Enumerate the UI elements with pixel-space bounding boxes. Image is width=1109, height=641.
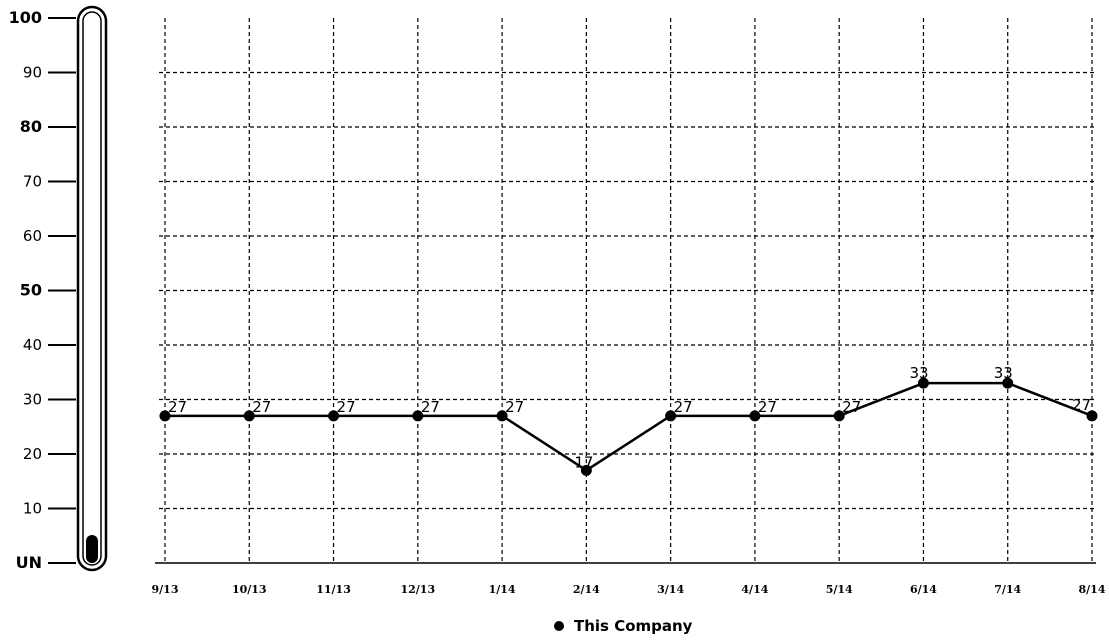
y-tick-label: 20 — [23, 445, 42, 463]
x-tick-label: 6/14 — [910, 583, 937, 596]
data-label: 17 — [574, 453, 593, 471]
series-layer: 27 27 27 27 27 17 27 27 27 33 33 27 — [160, 364, 1098, 476]
series-line — [165, 383, 1092, 470]
x-tick-label: 8/14 — [1079, 583, 1106, 596]
data-label: 27 — [421, 398, 440, 416]
x-tick-label: 5/14 — [826, 583, 853, 596]
legend-marker — [554, 621, 564, 631]
x-axis: 9/13 10/13 11/13 12/13 1/14 2/14 3/14 4/14 5/14 6… — [152, 583, 1106, 596]
data-label: 27 — [505, 398, 524, 416]
y-tick-label: 40 — [23, 336, 42, 354]
y-tick-label: 80 — [20, 117, 42, 136]
y-scale: 100 90 80 70 60 50 40 30 20 10 UN — [9, 7, 106, 572]
data-label: 27 — [674, 398, 693, 416]
gauge-inner-frame — [83, 12, 101, 565]
x-tick-label: 11/13 — [316, 583, 351, 596]
data-label: 33 — [994, 364, 1013, 382]
data-label: 27 — [252, 398, 271, 416]
legend: This Company — [554, 617, 693, 635]
x-tick-label: 4/14 — [741, 583, 768, 596]
y-tick-label: 70 — [23, 173, 42, 191]
grid-layer — [155, 18, 1096, 563]
legend-label: This Company — [574, 617, 693, 635]
data-label: 27 — [758, 398, 777, 416]
x-tick-label: 10/13 — [232, 583, 267, 596]
data-label: 27 — [1072, 396, 1091, 414]
gauge-bulb — [86, 535, 98, 563]
data-label: 27 — [842, 398, 861, 416]
x-tick-label: 3/14 — [657, 583, 684, 596]
gauge-outer-frame — [78, 7, 106, 570]
x-tick-label: 9/13 — [152, 583, 179, 596]
data-label: 27 — [168, 398, 187, 416]
data-label: 27 — [337, 398, 356, 416]
y-tick-label: 90 — [23, 64, 42, 82]
x-tick-label: 1/14 — [489, 583, 516, 596]
x-tick-label: 7/14 — [994, 583, 1021, 596]
y-tick-label: 30 — [23, 391, 42, 409]
x-tick-label: 12/13 — [400, 583, 435, 596]
y-tick-label: 10 — [23, 500, 42, 518]
y-tick-label: 50 — [20, 281, 42, 300]
y-tick-label: 60 — [23, 227, 42, 245]
data-label: 33 — [909, 364, 928, 382]
x-tick-label: 2/14 — [573, 583, 600, 596]
y-tick-label: UN — [16, 553, 42, 572]
y-tick-label: 100 — [9, 8, 42, 27]
